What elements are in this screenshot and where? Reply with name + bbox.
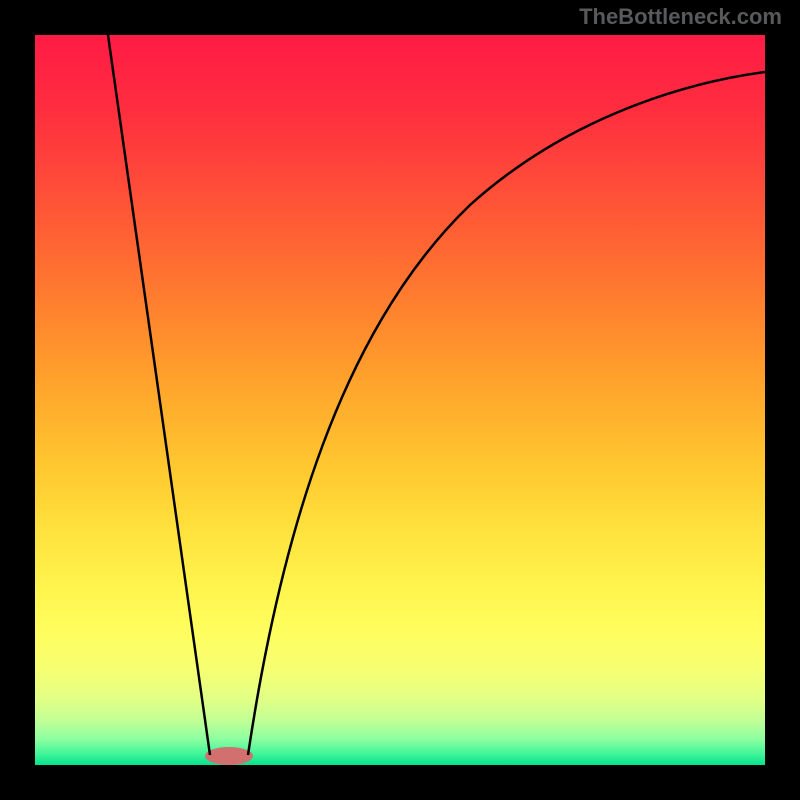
bottleneck-marker [205, 747, 253, 765]
watermark-text: TheBottleneck.com [579, 4, 782, 30]
chart-svg [0, 0, 800, 800]
gradient-background [35, 35, 765, 765]
chart-container: TheBottleneck.com [0, 0, 800, 800]
